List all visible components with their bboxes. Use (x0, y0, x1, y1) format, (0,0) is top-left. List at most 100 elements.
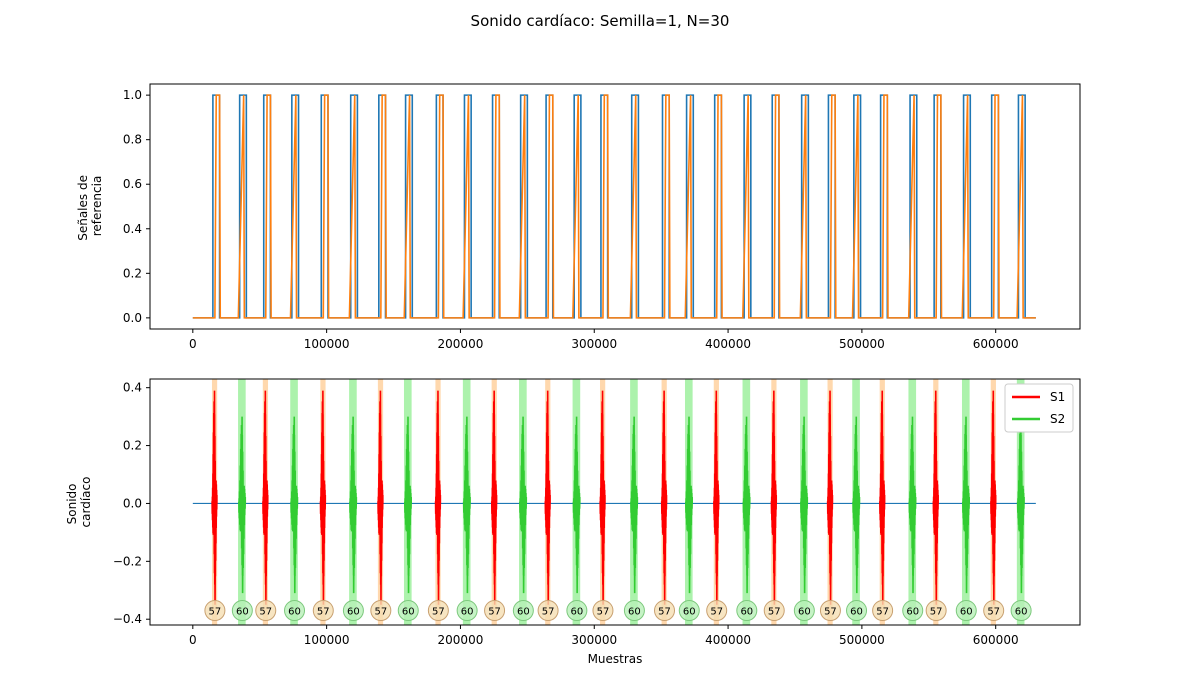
y-tick-label: 0.4 (123, 222, 142, 236)
s2-label-badge (342, 600, 364, 622)
s2-label-badge (1010, 600, 1032, 622)
s2-burst (349, 416, 358, 594)
legend: S1 S2 (1004, 383, 1074, 433)
s2-burst (462, 416, 471, 594)
s1-label-text: 57 (488, 607, 501, 618)
y-tick-label: 1.0 (123, 88, 142, 102)
s2-label-badge (623, 600, 645, 622)
heart-sound-xlabel: Muestras (588, 652, 643, 666)
reference-plot-area (192, 94, 1036, 319)
s2-burst (1016, 416, 1025, 594)
s2-label-badge (793, 600, 815, 622)
s2-burst (630, 416, 639, 594)
s1-label-text: 57 (209, 607, 222, 618)
s1-label-badge (427, 600, 449, 622)
s1-burst (490, 390, 498, 605)
s1-label-badge (872, 600, 894, 622)
s2-label-badge (736, 600, 758, 622)
s1-burst (319, 390, 327, 605)
s2-label-badge (902, 600, 924, 622)
reference-ylabel-line2: referencia (90, 176, 104, 237)
s2-burst (572, 416, 581, 594)
s1-burst (660, 390, 668, 605)
y-tick-label: 0.6 (123, 177, 142, 191)
x-tick-label: 300000 (571, 633, 617, 647)
s2-label-text: 60 (683, 607, 696, 618)
s2-label-badge (678, 600, 700, 622)
s1-label-text: 57 (876, 607, 889, 618)
s1-label-badge (255, 600, 277, 622)
x-tick-label: 600000 (973, 633, 1019, 647)
s1-label-badge (706, 600, 728, 622)
s1-burst (879, 390, 886, 605)
s1-label-text: 57 (259, 607, 272, 618)
s1-label-text: 57 (824, 607, 837, 618)
s2-burst (403, 416, 413, 594)
s2-burst (684, 416, 694, 594)
heart-sound-axes-frame (149, 378, 1081, 626)
s1-label-text: 57 (374, 607, 387, 618)
heart-sound-ylabel: Sonido cardíaco (65, 477, 93, 528)
x-tick-label: 100000 (304, 337, 350, 351)
reference-panel: 0 100000 200000 300000 400000 500000 600000 0.… (76, 83, 1081, 351)
s1-burst (377, 390, 384, 605)
s2-label-text: 60 (347, 607, 360, 618)
x-tick-label: 300000 (571, 337, 617, 351)
x-tick-label: 600000 (973, 337, 1019, 351)
s2-burst (290, 416, 299, 594)
s1-label-text: 57 (768, 607, 781, 618)
s2-label-badge (284, 600, 306, 622)
reference-ylabel-line1: Señales de (76, 175, 90, 241)
x-tick-label: 200000 (438, 633, 484, 647)
reference-ylabel: Señales de referencia (76, 171, 104, 241)
s1-label-text: 57 (658, 607, 671, 618)
heart-sound-panel: 57 57 57 57 57 57 57 57 57 57 57 57 57 57 57 60 60 60 60 60… (65, 378, 1081, 666)
x-tick-label: 500000 (839, 633, 885, 647)
s2-label-text: 60 (850, 607, 863, 618)
s1-label-text: 57 (930, 607, 943, 618)
s1-burst (211, 390, 218, 605)
s1-label-badge (819, 600, 841, 622)
heart-sound-ylabel-line2: cardíaco (79, 477, 93, 528)
s2-label-text: 60 (798, 607, 811, 618)
s1-label-badge (925, 600, 947, 622)
s1-burst (770, 390, 778, 605)
s1-label-badge (592, 600, 614, 622)
s2-label-text: 60 (517, 607, 530, 618)
s1-label-badge (537, 600, 559, 622)
reference-axes-frame (149, 83, 1081, 330)
s2-burst (852, 416, 861, 594)
s1-label-badge (654, 600, 676, 622)
s1-burst (990, 390, 997, 605)
s2-burst (519, 416, 528, 594)
s2-label-badge (955, 600, 977, 622)
legend-s2-label: S2 (1050, 412, 1065, 426)
y-tick-label: 0.2 (123, 266, 142, 280)
s2-label-text: 60 (461, 607, 474, 618)
s2-label-text: 60 (740, 607, 753, 618)
s1-label-text: 57 (542, 607, 555, 618)
s1-burst (599, 390, 606, 605)
x-tick-label: 400000 (705, 633, 751, 647)
s1-burst (826, 390, 834, 605)
s2-label-badge (456, 600, 478, 622)
s1-label-badge (484, 600, 506, 622)
reference-series-2 (192, 94, 1036, 319)
s2-label-text: 60 (570, 607, 583, 618)
s1-label-text: 57 (597, 607, 610, 618)
heart-sound-plot-area: 57 57 57 57 57 57 57 57 57 57 57 57 57 57 57 60 60 60 60 60… (192, 379, 1036, 625)
s1-label-text: 57 (432, 607, 445, 618)
s2-burst (908, 416, 917, 594)
y-tick-label: −0.4 (113, 612, 142, 626)
s2-label-text: 60 (288, 607, 301, 618)
s1-burst (262, 390, 269, 605)
s2-label-text: 60 (960, 607, 973, 618)
s2-label-text: 60 (628, 607, 641, 618)
y-tick-label: 0.8 (123, 133, 142, 147)
s1-label-badge (983, 600, 1005, 622)
s1-label-badge (763, 600, 785, 622)
s2-burst (238, 416, 247, 594)
x-tick-label: 0 (189, 337, 197, 351)
reference-x-ticks: 0 100000 200000 300000 400000 500000 600000 (189, 329, 1019, 351)
